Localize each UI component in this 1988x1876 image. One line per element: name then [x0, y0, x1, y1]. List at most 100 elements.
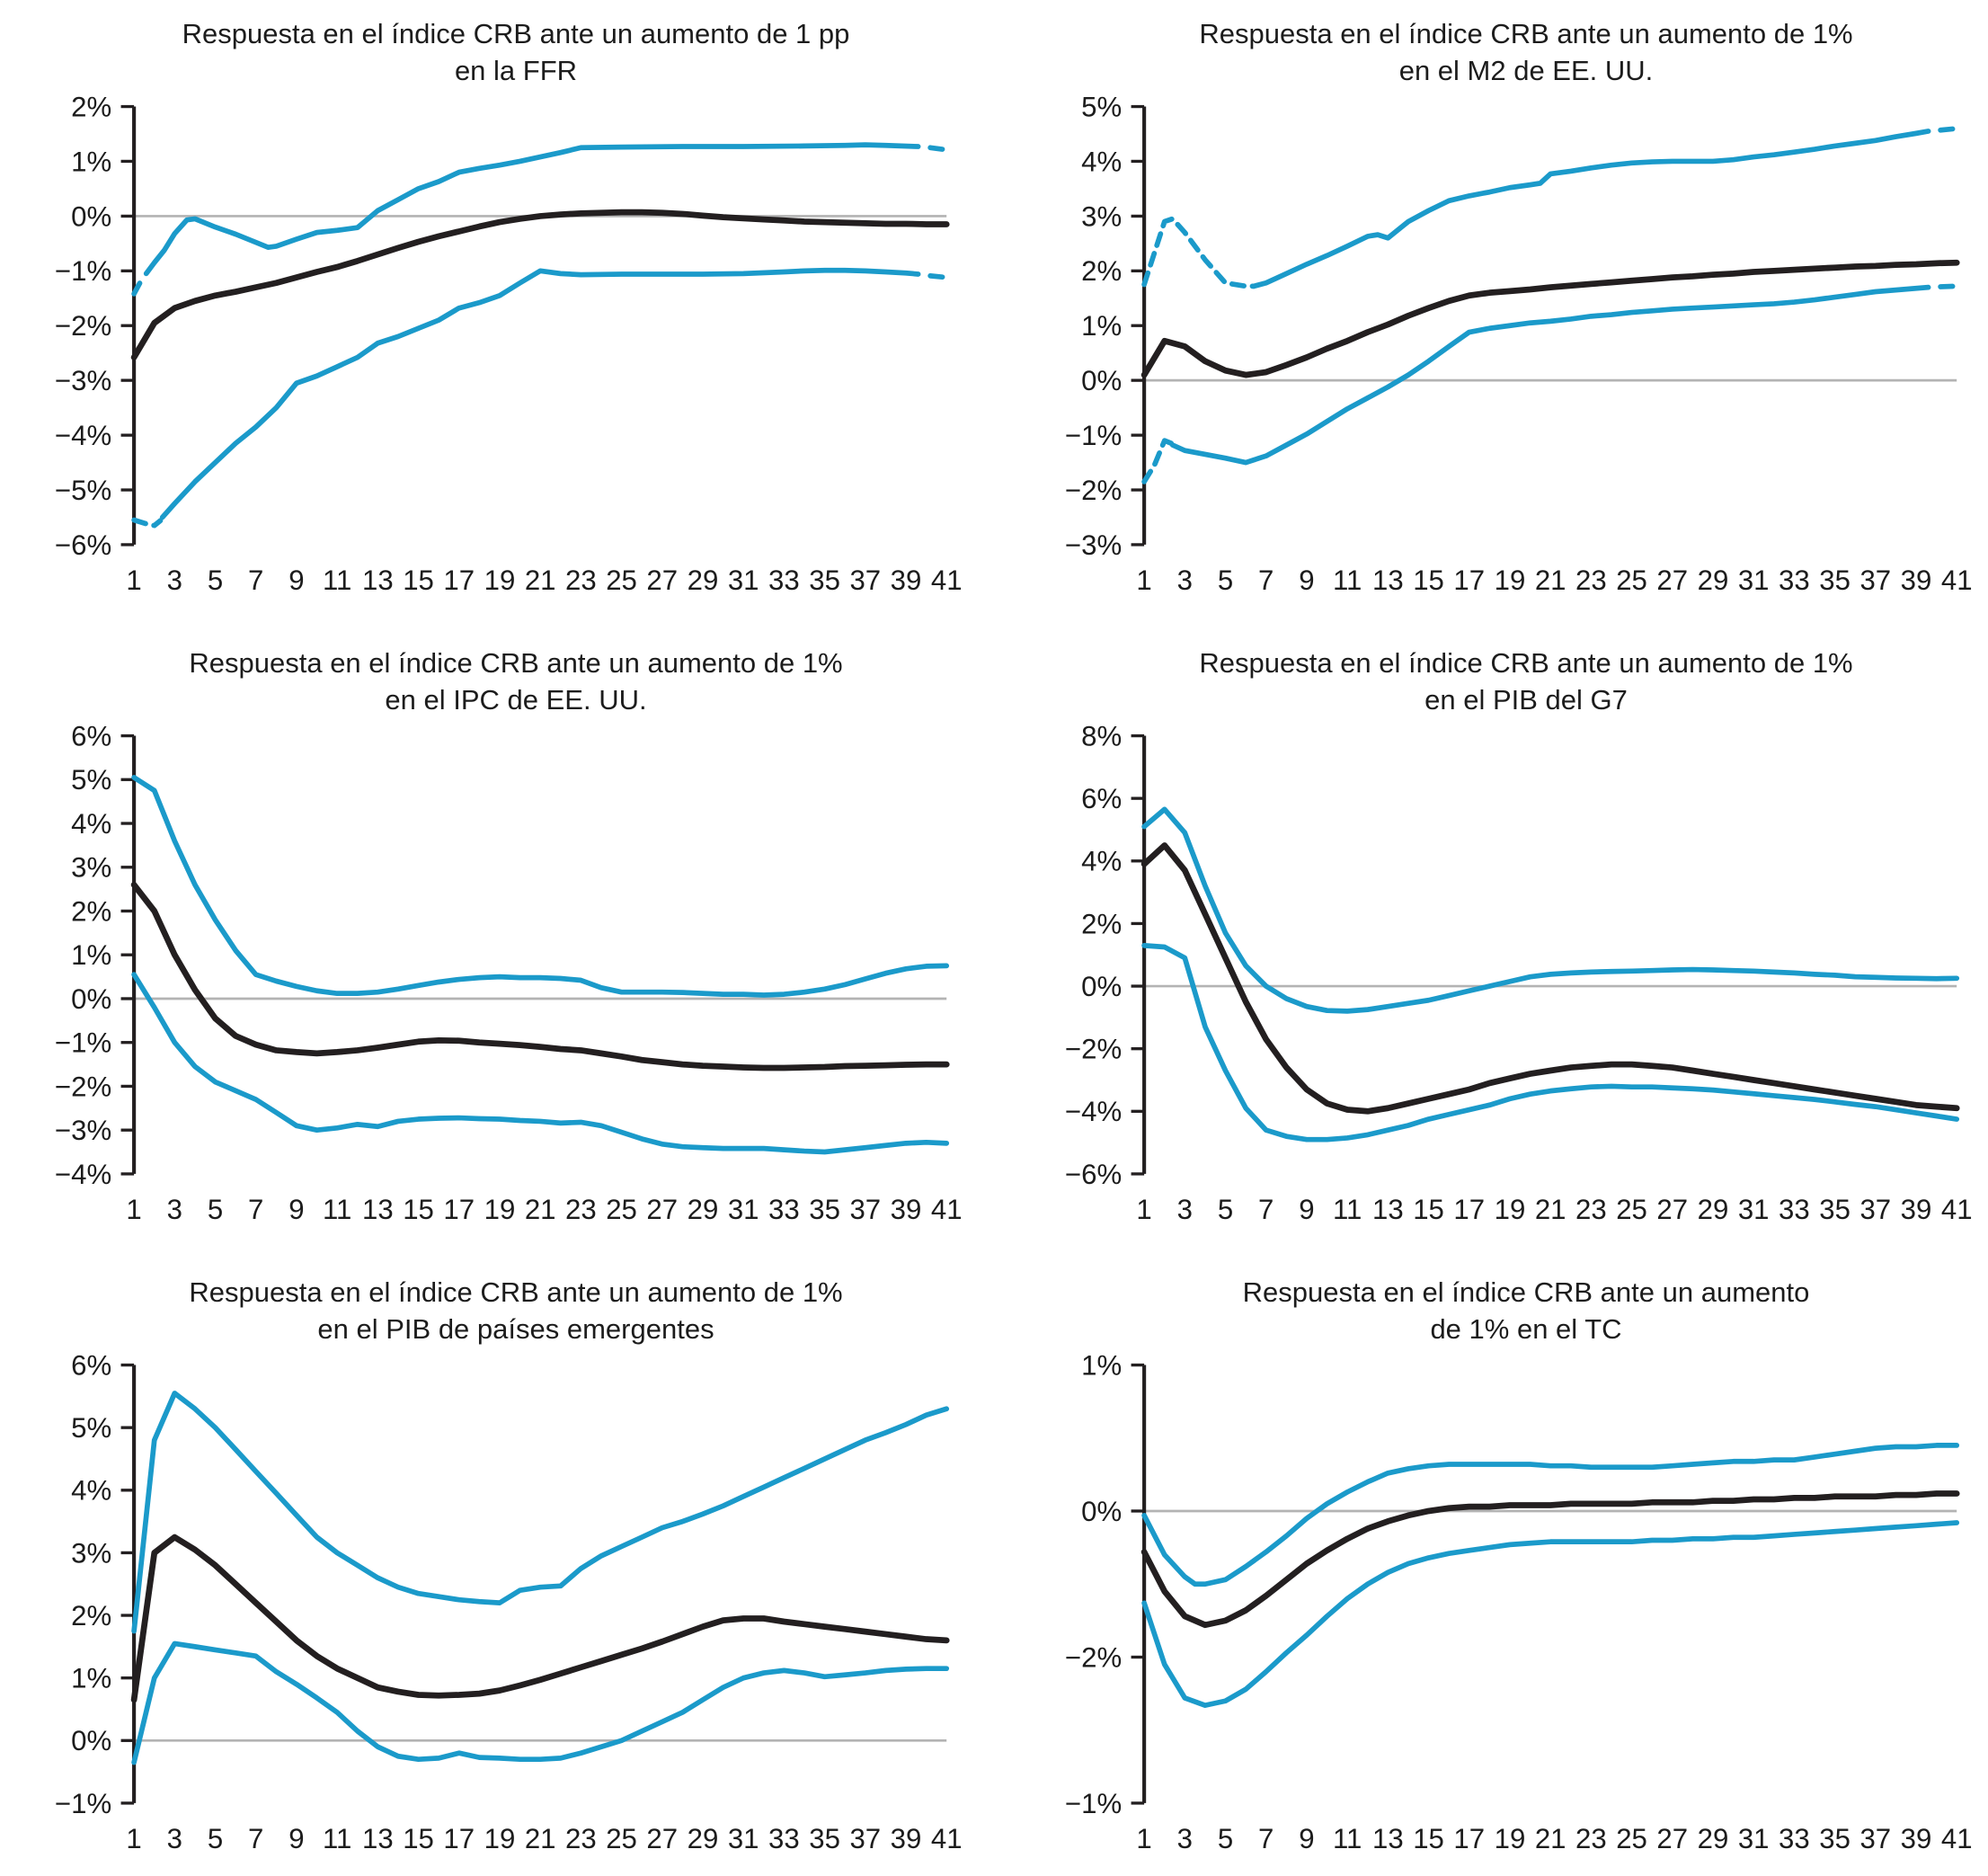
- x-tick-label: 3: [1177, 565, 1193, 596]
- x-tick-label: 15: [403, 1823, 434, 1854]
- x-tick-label: 35: [1819, 565, 1850, 596]
- x-tick-label: 27: [646, 565, 678, 596]
- y-tick-label: 3%: [71, 852, 111, 884]
- x-tick-label: 17: [443, 1823, 475, 1854]
- x-tick-label: 25: [1616, 1194, 1647, 1225]
- x-tick-label: 13: [362, 1194, 394, 1225]
- x-tick-label: 7: [1258, 1823, 1274, 1854]
- y-tick-label: −6%: [55, 529, 111, 561]
- y-tick-label: 5%: [1081, 93, 1122, 122]
- lower-band: [1169, 284, 1931, 466]
- x-tick-label: 11: [323, 1823, 351, 1854]
- x-tick-label: 19: [484, 1194, 516, 1225]
- x-tick-label: 35: [809, 1823, 840, 1854]
- x-tick-label: 37: [1859, 565, 1891, 596]
- chart-title-line2: en el M2 de EE. UU.: [1398, 54, 1654, 86]
- x-tick-label: 23: [1575, 565, 1607, 596]
- x-tick-label: 39: [1901, 565, 1932, 596]
- x-tick-label: 9: [288, 1194, 304, 1225]
- y-tick-label: 0%: [71, 200, 111, 232]
- x-tick-label: 11: [323, 565, 351, 596]
- y-tick-label: −1%: [55, 1027, 111, 1059]
- upper-band: [131, 1391, 950, 1634]
- x-tick-label: 13: [362, 1823, 394, 1854]
- x-tick-label: 21: [525, 1194, 556, 1225]
- x-tick-label: 37: [849, 1823, 881, 1854]
- x-tick-label: 17: [1453, 1194, 1485, 1225]
- x-tick-label: 11: [1333, 1823, 1362, 1854]
- x-tick-label: 21: [1535, 1194, 1566, 1225]
- x-tick-label: 1: [126, 1194, 141, 1225]
- chart-title-line2: en el IPC de EE. UU.: [385, 684, 647, 716]
- x-tick-label: 27: [646, 1823, 678, 1854]
- x-tick-label: 41: [1941, 565, 1973, 596]
- y-tick-label: 1%: [1081, 1352, 1122, 1381]
- x-tick-label: 15: [1413, 565, 1444, 596]
- y-tick-label: 4%: [71, 808, 111, 840]
- y-tick-label: 1%: [71, 1663, 111, 1694]
- x-tick-label: 17: [1453, 565, 1485, 596]
- chart-cell-pib-emergentes: Respuesta en el índice CRB ante un aumen…: [13, 1269, 965, 1861]
- y-tick-label: 0%: [71, 1725, 111, 1756]
- x-tick-label: 33: [768, 565, 800, 596]
- x-tick-label: 21: [1535, 565, 1566, 596]
- y-tick-label: −6%: [1065, 1159, 1122, 1190]
- x-tick-label: 21: [525, 1823, 556, 1854]
- y-tick-label: 2%: [1081, 255, 1122, 287]
- x-tick-label: 1: [1136, 565, 1151, 596]
- upper-band-dash-end: [927, 145, 950, 153]
- x-tick-label: 31: [728, 565, 759, 596]
- y-tick-label: 6%: [1081, 783, 1122, 814]
- y-tick-label: −1%: [1065, 420, 1122, 451]
- x-tick-label: 31: [1738, 1823, 1770, 1854]
- center-line: [130, 881, 950, 1071]
- lower-band-dash-start: [131, 517, 164, 529]
- x-tick-label: 1: [126, 565, 141, 596]
- x-tick-label: 33: [1779, 1194, 1810, 1225]
- y-tick-label: 0%: [1081, 1496, 1122, 1527]
- x-tick-label: 7: [248, 1194, 263, 1225]
- x-tick-label: 39: [891, 1823, 922, 1854]
- x-tick-label: 27: [646, 1194, 678, 1225]
- x-tick-label: 1: [126, 1823, 141, 1854]
- x-tick-label: 35: [809, 1194, 840, 1225]
- chart-title-ipc: Respuesta en el índice CRB ante un aumen…: [75, 645, 956, 719]
- x-tick-label: 7: [248, 1823, 263, 1854]
- lower-band: [1141, 942, 1960, 1142]
- x-tick-label: 23: [565, 1194, 597, 1225]
- lower-band: [131, 1640, 950, 1765]
- y-tick-label: 2%: [71, 93, 111, 122]
- chart-title-line2: en el PIB del G7: [1424, 684, 1628, 716]
- x-tick-label: 35: [1819, 1823, 1850, 1854]
- x-tick-label: 41: [1941, 1823, 1973, 1854]
- chart-title-line1: Respuesta en el índice CRB ante un aumen…: [189, 1276, 843, 1309]
- x-tick-label: 37: [1859, 1823, 1891, 1854]
- x-tick-label: 11: [1333, 1194, 1362, 1225]
- y-tick-label: −3%: [55, 1115, 111, 1146]
- x-tick-label: 15: [403, 1194, 434, 1225]
- lower-band: [1141, 1520, 1960, 1709]
- x-tick-label: 5: [1218, 1194, 1233, 1225]
- center-line: [1140, 1490, 1960, 1629]
- x-tick-label: 35: [1819, 1194, 1850, 1225]
- x-tick-label: 21: [525, 565, 556, 596]
- x-tick-label: 9: [288, 1823, 304, 1854]
- x-tick-label: 1: [1136, 1823, 1151, 1854]
- x-tick-label: 37: [1859, 1194, 1891, 1225]
- chart-canvas-ipc: 6%5%4%3%2%1%0%−1%−2%−3%−4%1 3 5 7 9 11 13 15 17 1…: [55, 723, 963, 1225]
- chart-cell-m2: Respuesta en el índice CRB ante un aumen…: [1023, 11, 1975, 602]
- x-tick-label: 39: [891, 1194, 922, 1225]
- y-tick-label: 5%: [71, 764, 111, 796]
- y-tick-label: 0%: [1081, 971, 1122, 1002]
- x-tick-label: 19: [1495, 1194, 1526, 1225]
- y-tick-label: −1%: [55, 1788, 111, 1819]
- x-tick-label: 41: [931, 565, 963, 596]
- x-tick-label: 41: [931, 1194, 963, 1225]
- x-tick-label: 9: [288, 565, 304, 596]
- chart-title-line1: Respuesta en el índice CRB ante un aumen…: [189, 647, 843, 680]
- x-tick-label: 1: [1136, 1194, 1151, 1225]
- chart-title-pib-emergentes: Respuesta en el índice CRB ante un aumen…: [75, 1275, 956, 1348]
- x-tick-label: 29: [1698, 1823, 1729, 1854]
- x-tick-label: 39: [891, 565, 922, 596]
- upper-band-dash-end: [1938, 125, 1960, 133]
